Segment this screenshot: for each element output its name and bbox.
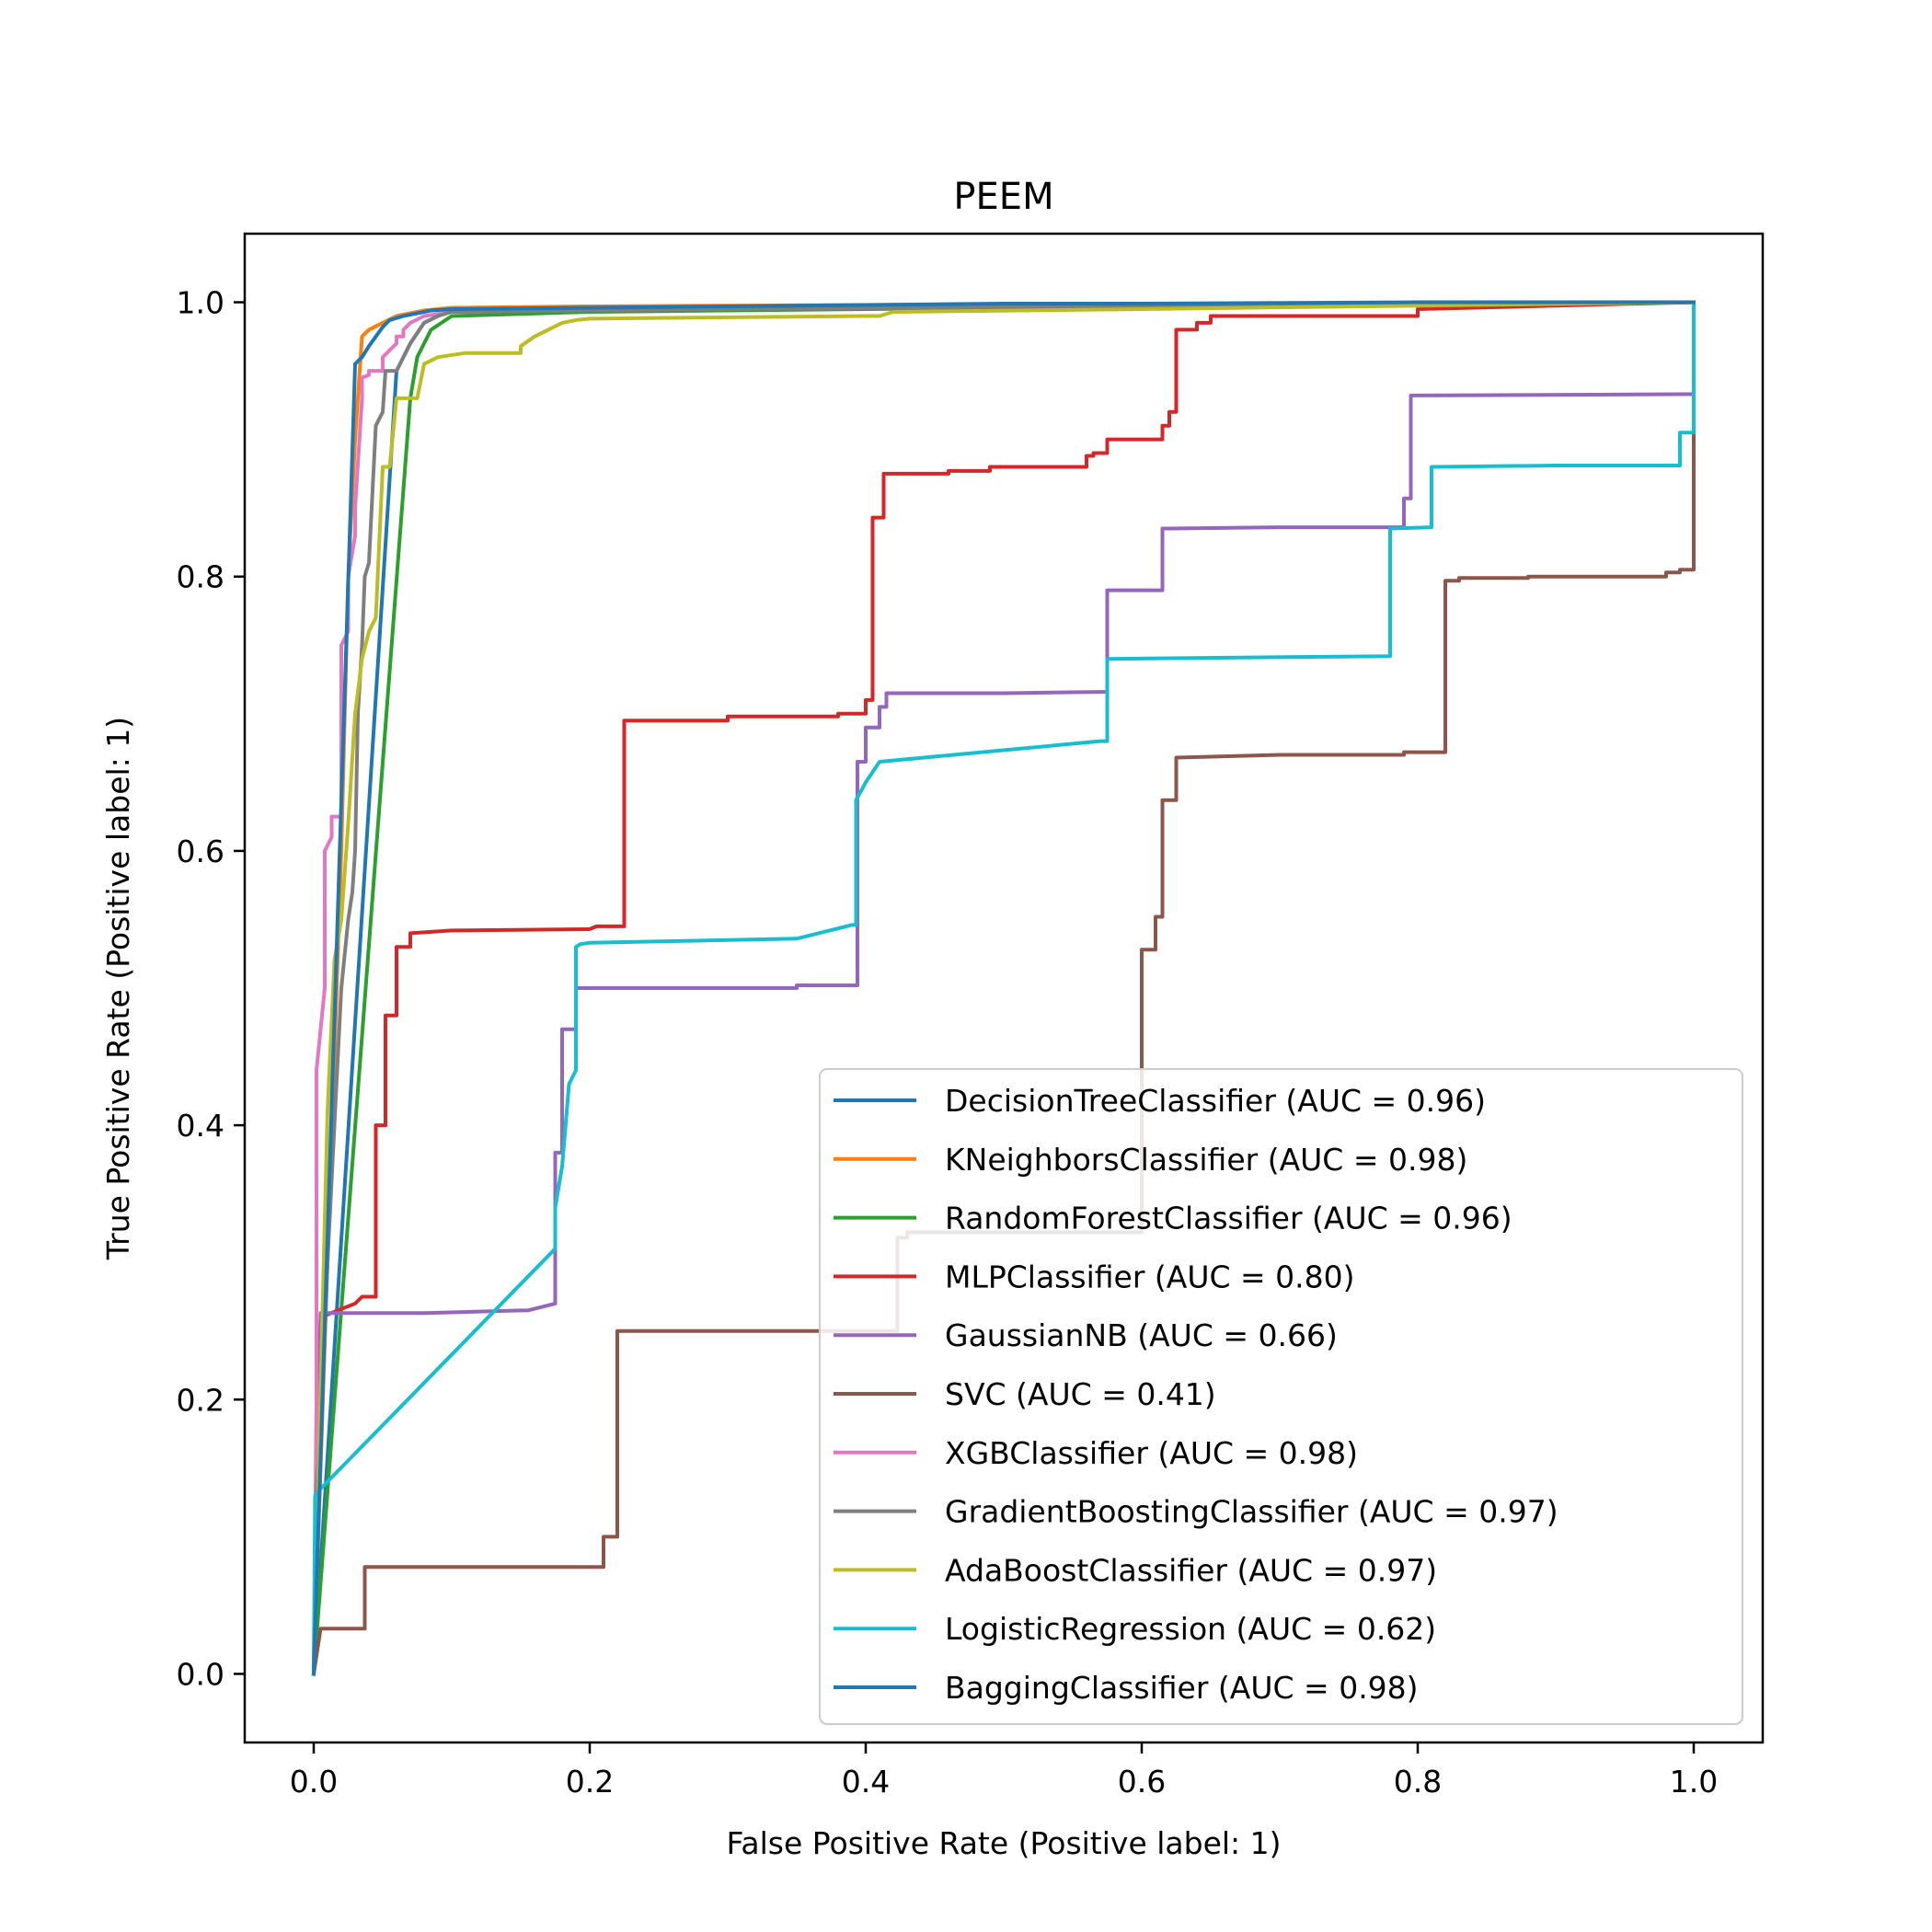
x-tick-label: 0.4 (842, 1764, 890, 1800)
y-tick-label: 0.0 (177, 1656, 224, 1692)
x-axis-ticks: 0.0 0.2 0.4 0.6 0.8 1.0 (290, 1742, 1718, 1800)
legend-label-2: RandomForestClassifier (AUC = 0.96) (945, 1201, 1512, 1236)
series-line-3 (311, 300, 1696, 1676)
x-tick-label: 1.0 (1670, 1764, 1718, 1800)
legend-label-10: BaggingClassifier (AUC = 0.98) (945, 1670, 1419, 1706)
legend-label-9: LogisticRegression (AUC = 0.62) (945, 1611, 1436, 1647)
legend-box (819, 1068, 1743, 1725)
legend-label-6: XGBClassifier (AUC = 0.98) (945, 1435, 1358, 1471)
x-axis-label: False Positive Rate (Positive label: 1) (726, 1825, 1281, 1861)
legend-label-5: SVC (AUC = 0.41) (945, 1376, 1216, 1412)
y-tick-label: 0.4 (177, 1108, 224, 1144)
legend: DecisionTreeClassifier (AUC = 0.96) KNeig… (819, 1068, 1743, 1725)
legend-label-7: GradientBoostingClassifier (AUC = 0.97) (945, 1494, 1558, 1530)
plot-frame (243, 232, 1765, 1744)
y-tick-label: 1.0 (177, 285, 224, 321)
x-tick-label: 0.6 (1118, 1764, 1166, 1800)
series-line-7 (311, 300, 1696, 1676)
legend-label-0: DecisionTreeClassifier (AUC = 0.96) (945, 1083, 1486, 1119)
legend-label-8: AdaBoostClassifier (AUC = 0.97) (945, 1552, 1437, 1588)
x-tick-label: 0.8 (1394, 1764, 1442, 1800)
series-line-6 (311, 300, 1696, 1676)
series-line-9 (311, 300, 1696, 1676)
series-line-8 (311, 300, 1696, 1676)
legend-items: DecisionTreeClassifier (AUC = 0.96) KNeig… (834, 1083, 1558, 1706)
series-line-10 (311, 300, 1696, 1676)
y-tick-label: 0.2 (177, 1382, 224, 1418)
y-tick-label: 0.6 (177, 834, 224, 869)
y-tick-label: 0.8 (177, 559, 224, 595)
y-axis-label: True Positive Rate (Positive label: 1) (100, 717, 136, 1260)
series-layer (311, 300, 1696, 1676)
x-tick-label: 0.0 (290, 1764, 338, 1800)
x-tick-label: 0.2 (566, 1764, 614, 1800)
legend-label-4: GaussianNB (AUC = 0.66) (945, 1317, 1338, 1353)
chart-title: PEEM (953, 176, 1053, 218)
legend-label-1: KNeighborsClassifier (AUC = 0.98) (945, 1142, 1467, 1178)
series-line-5 (311, 314, 1696, 1676)
y-axis-ticks: 0.0 0.2 0.4 0.6 0.8 1.0 (177, 285, 245, 1692)
legend-label-3: MLPClassifier (AUC = 0.80) (945, 1259, 1355, 1294)
